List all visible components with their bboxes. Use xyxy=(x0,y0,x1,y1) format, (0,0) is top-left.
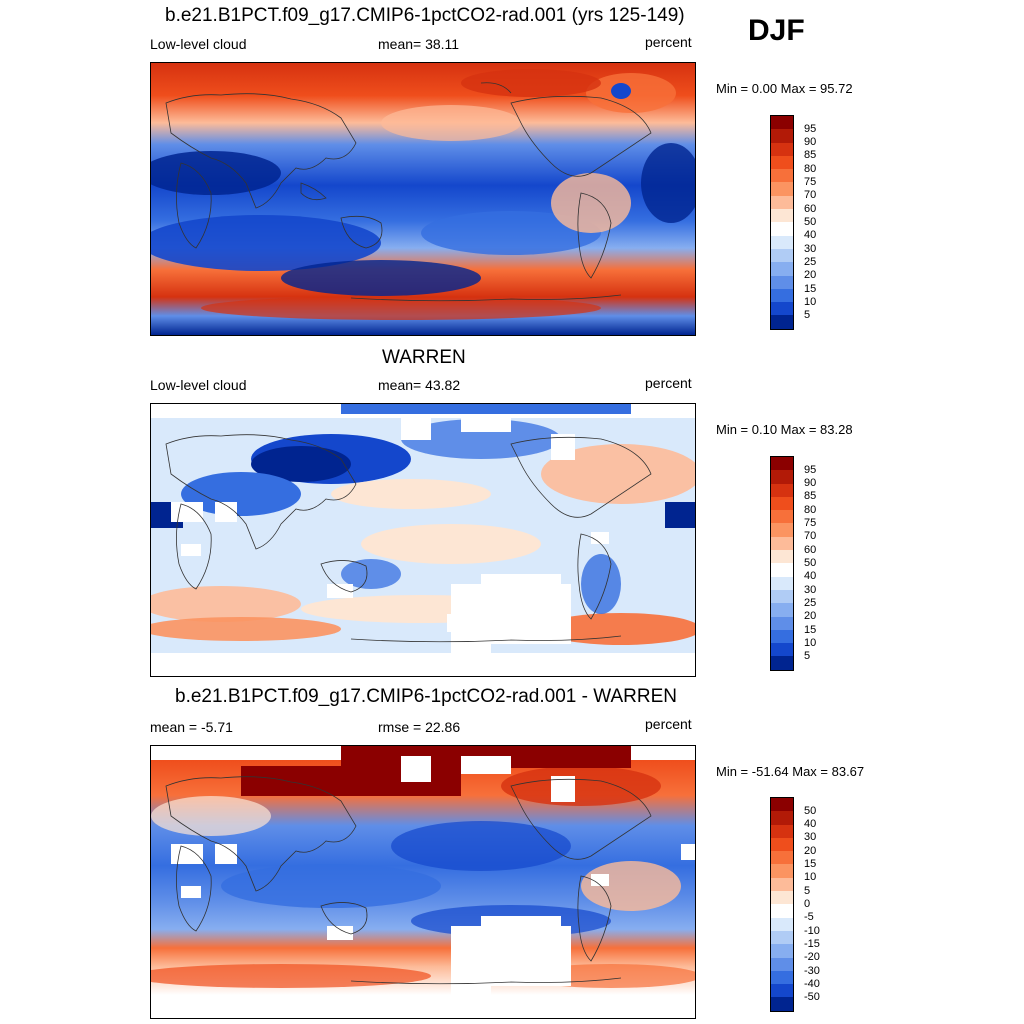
colorbar-tick: 25 xyxy=(804,256,817,268)
colorbar-tick: 80 xyxy=(804,504,817,516)
colorbar-tick: 70 xyxy=(804,530,817,542)
panel-2-mean-label: mean= 43.82 xyxy=(378,377,461,393)
colorbar-tick: 15 xyxy=(804,858,817,870)
colorbar-tick: 60 xyxy=(804,544,817,556)
colorbar-tick: 60 xyxy=(804,203,817,215)
colorbar-tick: 85 xyxy=(804,149,817,161)
panel-3-minmax: Min = -51.64 Max = 83.67 xyxy=(716,764,865,779)
panel-3-title: b.e21.B1PCT.f09_g17.CMIP6-1pctCO2-rad.00… xyxy=(175,686,677,707)
panel-3-map xyxy=(150,745,696,1019)
colorbar-tick: 90 xyxy=(804,136,817,148)
panel-2-map xyxy=(150,403,696,677)
panel-1-mean-label: mean= 38.11 xyxy=(378,36,460,52)
panel-1-minmax: Min = 0.00 Max = 95.72 xyxy=(716,81,853,96)
colorbar-tick: 20 xyxy=(804,269,817,281)
panel-3-map-field xyxy=(151,746,695,1018)
colorbar-tick: 5 xyxy=(804,885,811,897)
panel-3-units-label: percent xyxy=(645,716,692,732)
panel-2-units-label: percent xyxy=(645,375,692,391)
colorbar-tick: 10 xyxy=(804,871,817,883)
colorbar-tick: -10 xyxy=(804,925,820,937)
panel-3-rmse-label: rmse = 22.86 xyxy=(378,719,461,735)
colorbar-tick: 10 xyxy=(804,296,817,308)
colorbar-tick: 80 xyxy=(804,163,817,175)
colorbar-tick: 50 xyxy=(804,216,817,228)
colorbar-tick: 50 xyxy=(804,557,817,569)
colorbar-tick: -20 xyxy=(804,951,820,963)
colorbar-tick: 5 xyxy=(804,650,811,662)
panel-1-units-label: percent xyxy=(645,34,692,50)
panel-1-title: b.e21.B1PCT.f09_g17.CMIP6-1pctCO2-rad.00… xyxy=(165,5,685,26)
colorbar-tick: 50 xyxy=(804,805,817,817)
colorbar-tick: 75 xyxy=(804,517,817,529)
panel-2-variable-label: Low-level cloud xyxy=(150,377,247,393)
colorbar-tick: 10 xyxy=(804,637,817,649)
colorbar-tick: 75 xyxy=(804,176,817,188)
colorbar-tick: 15 xyxy=(804,624,817,636)
panel-2-minmax: Min = 0.10 Max = 83.28 xyxy=(716,422,853,437)
panel-2-title: WARREN xyxy=(382,347,466,368)
colorbar-tick: -40 xyxy=(804,978,820,990)
colorbar-tick: 20 xyxy=(804,845,817,857)
panel-2-coastlines xyxy=(165,434,652,643)
colorbar-tick: 15 xyxy=(804,283,817,295)
panel-1-colorbar xyxy=(770,115,794,330)
panel-1-map-field xyxy=(151,63,695,335)
colorbar-tick: 85 xyxy=(804,490,817,502)
colorbar-tick: 40 xyxy=(804,570,817,582)
panel-2-colorbar xyxy=(770,456,794,671)
colorbar-tick: 70 xyxy=(804,189,817,201)
colorbar-tick: 30 xyxy=(804,584,817,596)
season-label: DJF xyxy=(748,14,805,47)
colorbar-tick: -5 xyxy=(804,911,814,923)
colorbar-tick: -15 xyxy=(804,938,820,950)
colorbar-tick: 30 xyxy=(804,831,817,843)
colorbar-tick: -30 xyxy=(804,965,820,977)
colorbar-tick: 90 xyxy=(804,477,817,489)
colorbar-tick: 25 xyxy=(804,597,817,609)
colorbar-tick: 30 xyxy=(804,243,817,255)
colorbar-tick: 95 xyxy=(804,464,817,476)
colorbar-tick: -50 xyxy=(804,991,820,1003)
colorbar-tick: 20 xyxy=(804,610,817,622)
panel-1-map xyxy=(150,62,696,336)
panel-1-coastlines xyxy=(165,82,652,302)
colorbar-tick: 40 xyxy=(804,229,817,241)
panel-3-colorbar xyxy=(770,797,794,1012)
colorbar-tick: 95 xyxy=(804,123,817,135)
panel-3-mean-label: mean = -5.71 xyxy=(150,719,233,735)
colorbar-tick: 40 xyxy=(804,818,817,830)
panel-2-map-field xyxy=(151,404,695,676)
colorbar-tick: 0 xyxy=(804,898,811,910)
panel-1-variable-label: Low-level cloud xyxy=(150,36,247,52)
panel-3-coastlines xyxy=(165,776,652,985)
colorbar-tick: 5 xyxy=(804,309,811,321)
